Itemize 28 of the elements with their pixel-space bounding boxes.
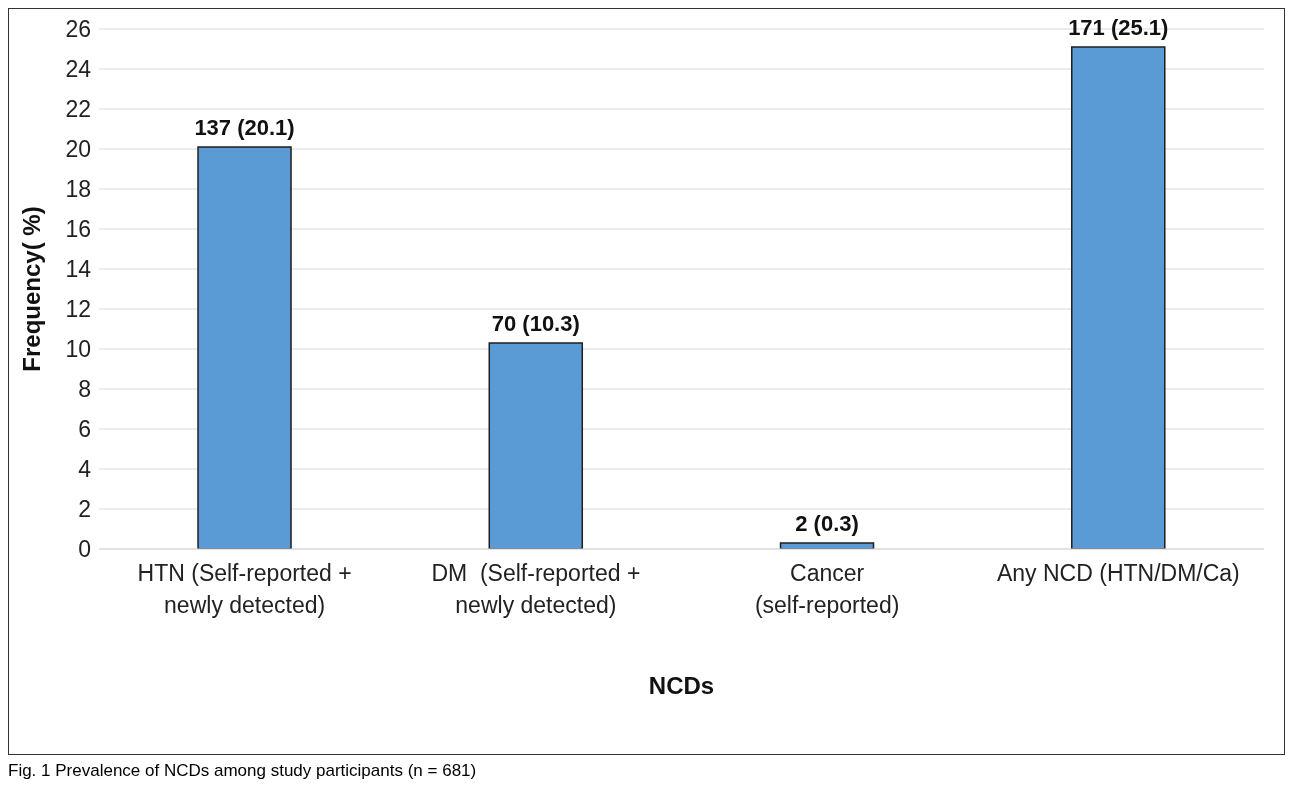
y-tick-label: 20 [65, 136, 91, 163]
data-label: 70 (10.3) [491, 311, 580, 336]
bar [1071, 46, 1166, 549]
y-tick-label: 6 [78, 416, 91, 443]
x-tick-label: HTN (Self-reported + newly detected) [137, 560, 352, 618]
y-tick-label: 4 [78, 456, 92, 483]
bar [488, 342, 584, 549]
y-tick-label: 10 [65, 336, 91, 363]
caption: Fig. 1 Prevalence of NCDs among study participants (n = 681) [8, 761, 478, 781]
y-axis-title: Frequency( %) [17, 206, 45, 372]
x-tick-label: Cancer (self-reported) [754, 560, 900, 618]
data-label: 171 (25.1) [1068, 15, 1169, 40]
y-tick-label: 2 [78, 496, 91, 523]
data-label: 2 (0.3) [795, 511, 859, 536]
y-tick-label: 8 [78, 376, 91, 403]
y-tick-label: 26 [65, 16, 91, 43]
bar [197, 146, 292, 549]
y-tick-label: 14 [65, 256, 92, 283]
y-tick-label: 12 [65, 296, 91, 323]
y-tick-label: 18 [65, 176, 91, 203]
x-tick-label: DM (Self-reported + newly detected) [431, 560, 641, 618]
data-label: 137 (20.1) [194, 115, 295, 140]
y-tick-label: 24 [65, 56, 92, 83]
y-tick-label: 16 [65, 216, 91, 243]
x-axis-title: NCDs [648, 672, 715, 699]
x-tick-label: Any NCD (HTN/DM/Ca) [996, 560, 1240, 586]
y-tick-label: 22 [65, 96, 91, 123]
y-tick-label: 0 [78, 536, 91, 563]
